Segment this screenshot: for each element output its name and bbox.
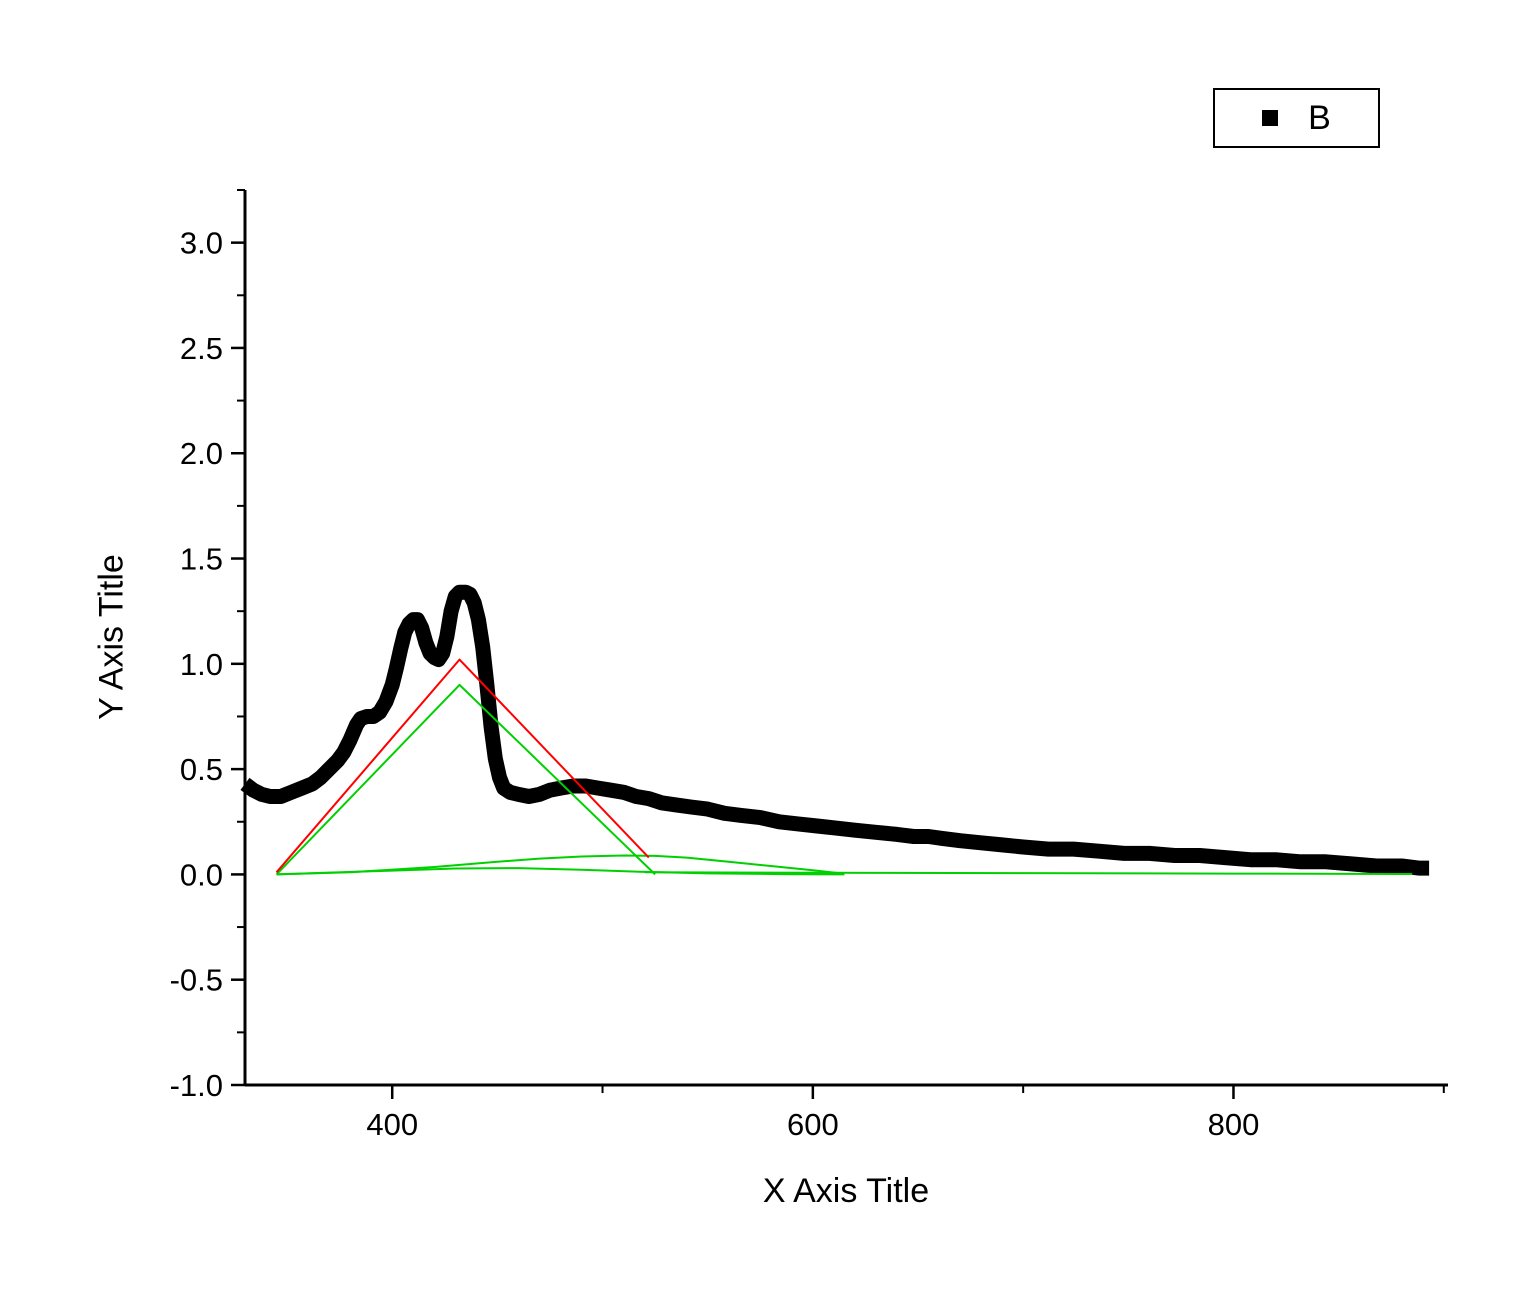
y-tick-label: 0.5 — [180, 752, 223, 787]
x-tick-label: 600 — [787, 1107, 839, 1142]
y-tick-label: 2.5 — [180, 331, 223, 366]
series-B-line — [240, 584, 1430, 876]
y-tick-label: 1.0 — [180, 647, 223, 682]
x-tick-label: 800 — [1208, 1107, 1260, 1142]
x-axis-title: X Axis Title — [762, 1172, 930, 1210]
series-fit-component-3-line — [276, 867, 845, 876]
y-tick-label: 1.5 — [180, 542, 223, 577]
x-tick-label: 400 — [366, 1107, 418, 1142]
y-tick-label: -0.5 — [170, 963, 223, 998]
series-fit-component-2-line — [276, 854, 845, 876]
legend: B — [1213, 88, 1380, 148]
legend-marker-square-icon — [1262, 110, 1279, 126]
y-tick-label: 0.0 — [180, 857, 223, 892]
legend-label: B — [1308, 98, 1331, 137]
series-fit-component-1-line — [275, 683, 656, 876]
series-fit-envelope-line — [275, 658, 650, 873]
y-axis-title: Y Axis Title — [92, 554, 131, 720]
y-tick-label: -1.0 — [170, 1068, 223, 1103]
y-tick-label: 2.0 — [180, 436, 223, 471]
y-tick-label: 3.0 — [180, 226, 223, 261]
series-fit-component-4-line — [644, 871, 1413, 875]
